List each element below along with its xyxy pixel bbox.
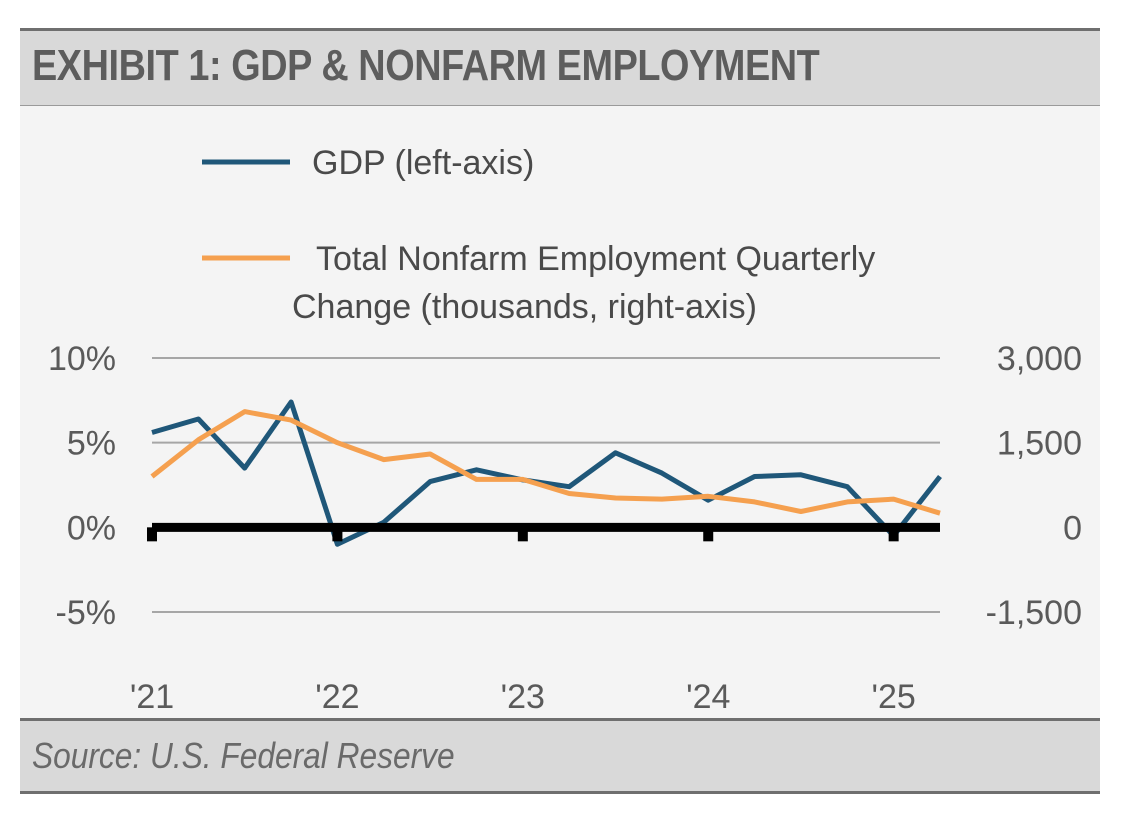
source-note: Source: U.S. Federal Reserve [32,735,455,776]
exhibit-panel: EXHIBIT 1: GDP & NONFARM EMPLOYMENT 10% 5… [20,28,1102,794]
series-line-gdp [151,399,942,547]
right-tick-label: -1,500 [986,594,1082,632]
x-tick-label: '23 [501,678,545,716]
right-tick-label: 3,000 [997,340,1082,378]
line-chart: 10% 5% 0% -5% 3,000 1,500 0 -1,500 '21 '22 '23 '24 '… [48,144,1082,716]
source-bar: Source: U.S. Federal Reserve [20,718,1100,794]
x-axis-tick-mark [888,527,899,542]
left-tick-label: 5% [67,425,116,463]
chart-title: EXHIBIT 1: GDP & NONFARM EMPLOYMENT [32,41,820,90]
right-tick-label: 1,500 [997,425,1082,463]
x-axis-tick-mark [703,527,714,542]
x-axis-tick-mark [147,527,157,542]
left-tick-label: 10% [48,340,116,378]
legend-label-employment: Total Nonfarm Employment Quarterly [316,240,875,278]
title-bar: EXHIBIT 1: GDP & NONFARM EMPLOYMENT [20,28,1100,107]
x-axis-tick-mark [517,527,528,542]
legend-label-employment: Change (thousands, right-axis) [292,288,757,326]
left-tick-label: 0% [67,509,116,547]
left-tick-label: -5% [56,594,116,632]
series-line-employment [150,409,941,516]
chart-area: 10% 5% 0% -5% 3,000 1,500 0 -1,500 '21 '22 '23 '24 '… [20,106,1100,718]
x-tick-label: '25 [871,678,915,716]
legend-label-gdp: GDP (left-axis) [312,144,534,182]
x-tick-label: '24 [686,678,730,716]
x-axis-tick-mark [332,527,343,542]
right-tick-label: 0 [1063,509,1082,547]
x-tick-label: '21 [130,678,174,716]
x-tick-label: '22 [315,678,359,716]
